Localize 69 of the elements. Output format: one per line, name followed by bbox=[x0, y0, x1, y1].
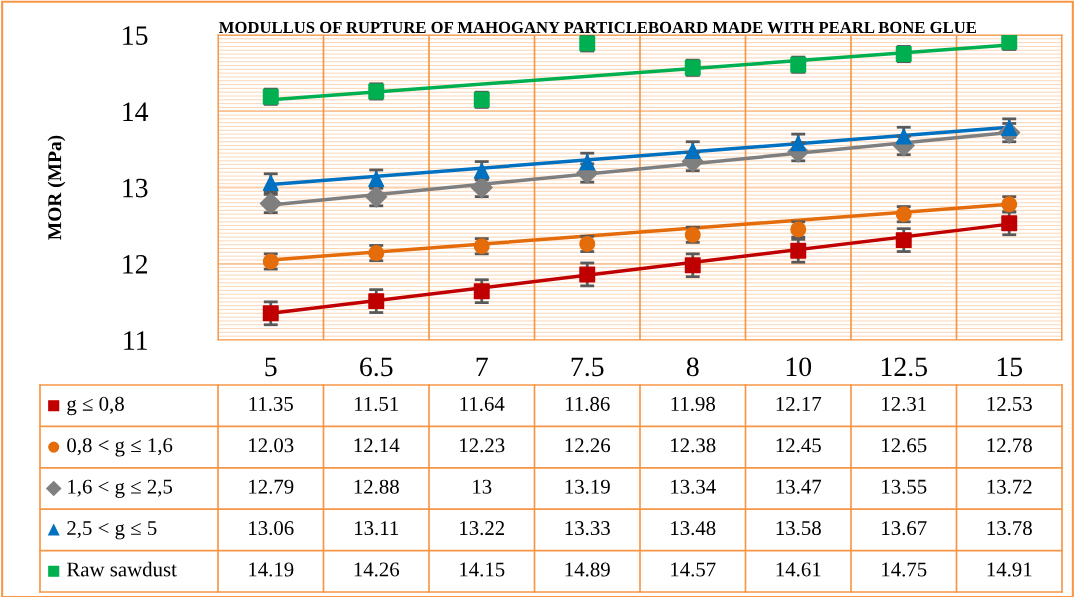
point bbox=[579, 266, 596, 283]
data-label: 11.64 bbox=[460, 396, 505, 412]
x-tick-label: 7 bbox=[476, 357, 488, 376]
data-label: 13.22 bbox=[460, 521, 505, 536]
point bbox=[895, 232, 912, 249]
point bbox=[790, 242, 807, 259]
data-label: 12.23 bbox=[460, 438, 505, 453]
point bbox=[262, 305, 279, 322]
x-tick-label: 6.5 bbox=[360, 357, 393, 377]
data-label: 12.38 bbox=[671, 438, 716, 453]
data-label: 13.19 bbox=[565, 479, 610, 494]
y-tick-label: 14 bbox=[123, 102, 149, 121]
data-label: 13.06 bbox=[249, 521, 294, 536]
point bbox=[368, 293, 385, 310]
data-label: 14.75 bbox=[882, 562, 927, 577]
data-label: 14.61 bbox=[776, 562, 821, 577]
point bbox=[473, 283, 490, 300]
data-label: 13 bbox=[473, 479, 492, 494]
x-tick-label: 15 bbox=[997, 357, 1023, 377]
y-tick-label: 13 bbox=[123, 178, 148, 198]
data-label: 13.47 bbox=[776, 479, 822, 494]
data-label: 11.51 bbox=[355, 396, 399, 412]
data-label: 13.33 bbox=[565, 521, 610, 536]
data-label: 11.86 bbox=[566, 396, 610, 412]
data-label: 14.15 bbox=[460, 562, 505, 577]
data-label: 13.72 bbox=[987, 479, 1032, 494]
data-label: 12.53 bbox=[987, 396, 1032, 412]
point bbox=[1001, 35, 1018, 50]
y-axis-title: MOR (MPa) bbox=[47, 135, 66, 240]
data-label: 12.79 bbox=[249, 479, 294, 494]
data-label: 12.17 bbox=[776, 396, 822, 412]
legend-label: Raw sawdust bbox=[66, 561, 177, 577]
data-label: 13.58 bbox=[776, 521, 821, 536]
data-label: 12.31 bbox=[882, 396, 926, 412]
data-label: 12.03 bbox=[249, 438, 294, 453]
data-label: 13.34 bbox=[671, 479, 716, 494]
legend-label: 0,8 < g ≤ 1,6 bbox=[67, 438, 173, 457]
x-tick-label: 8 bbox=[686, 357, 699, 377]
legend-label: g ≤ 0,8 bbox=[67, 396, 124, 416]
data-label: 14.26 bbox=[354, 562, 400, 577]
data-label: 12.14 bbox=[354, 438, 400, 453]
data-label: 12.65 bbox=[882, 438, 927, 453]
point bbox=[684, 257, 701, 274]
data-label: 14.91 bbox=[987, 562, 1032, 577]
y-tick-label: 12 bbox=[123, 254, 148, 274]
legend-label: 1,6 < g ≤ 2,5 bbox=[68, 479, 173, 498]
data-label: 11.35 bbox=[249, 396, 293, 412]
point bbox=[1001, 215, 1018, 232]
data-label: 13.78 bbox=[987, 521, 1032, 536]
data-label: 13.67 bbox=[882, 521, 927, 536]
data-label: 14.89 bbox=[565, 562, 610, 577]
data-label: 11.98 bbox=[671, 396, 715, 412]
data-label: 14.19 bbox=[249, 562, 294, 577]
data-label: 14.57 bbox=[671, 562, 716, 577]
y-tick-label: 15 bbox=[123, 26, 148, 45]
data-label: 12.26 bbox=[565, 438, 611, 453]
data-label: 12.45 bbox=[776, 438, 821, 453]
y-tick-label: 11 bbox=[124, 331, 147, 350]
data-label: 12.88 bbox=[354, 479, 399, 494]
x-tick-label: 12.5 bbox=[881, 357, 927, 377]
legend-label: 2,5 < g ≤ 5 bbox=[67, 521, 157, 540]
chart-title: MODULLUS OF RUPTURE OF MAHOGANY PARTICLEBOARD MADE WITH PEARL BONE GLUE bbox=[219, 21, 976, 34]
x-tick-label: 10 bbox=[786, 357, 812, 377]
data-label: 12.78 bbox=[987, 438, 1032, 453]
data-label: 13.48 bbox=[671, 521, 716, 536]
x-tick-label: 7.5 bbox=[571, 357, 604, 377]
data-label: 13.11 bbox=[355, 521, 399, 536]
x-tick-label: 5 bbox=[265, 357, 277, 377]
data-label: 13.55 bbox=[882, 479, 927, 494]
